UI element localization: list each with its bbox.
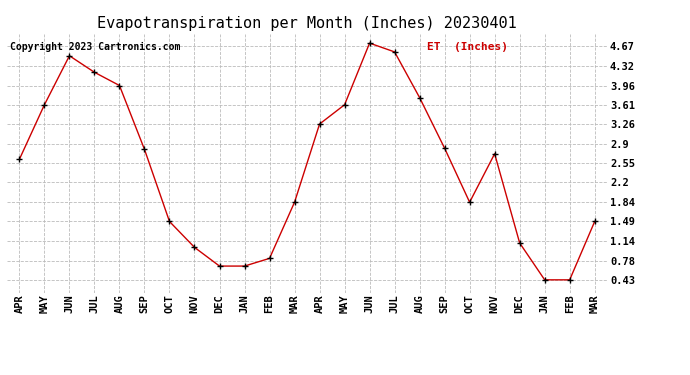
Title: Evapotranspiration per Month (Inches) 20230401: Evapotranspiration per Month (Inches) 20… (97, 16, 517, 31)
Text: ET  (Inches): ET (Inches) (427, 42, 508, 51)
Text: Copyright 2023 Cartronics.com: Copyright 2023 Cartronics.com (10, 42, 180, 51)
